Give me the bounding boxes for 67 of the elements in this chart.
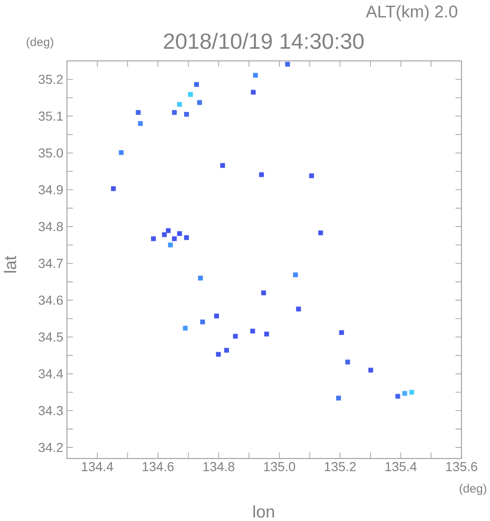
text: (deg)	[26, 37, 53, 49]
text: ALT(km) 2.0	[366, 5, 458, 21]
y-tick-label: 35.1	[38, 112, 63, 121]
point	[292, 272, 298, 278]
point	[284, 62, 290, 67]
point	[176, 102, 182, 107]
point	[110, 186, 116, 192]
point	[409, 390, 414, 395]
point	[308, 173, 314, 178]
point	[250, 90, 256, 95]
point	[184, 235, 189, 240]
point	[395, 394, 400, 399]
point	[214, 314, 219, 318]
point	[338, 330, 344, 335]
point	[264, 332, 269, 336]
point	[176, 231, 182, 236]
point	[216, 352, 221, 357]
y-tick-label: 34.9	[38, 185, 63, 194]
point	[224, 348, 229, 353]
y-tick-label: 34.5	[38, 332, 63, 342]
point	[162, 232, 167, 238]
x-tick-label: 135.2	[324, 462, 356, 472]
point	[168, 242, 173, 248]
point	[194, 82, 199, 87]
point	[220, 163, 225, 168]
y-tick-label: 35.2	[38, 74, 63, 84]
point	[188, 92, 193, 97]
chart-title: 2018/10/19 14:30:30	[164, 32, 364, 50]
y-tick-label: 34.4	[38, 369, 63, 378]
point	[118, 150, 124, 155]
y-axis-title: lat	[4, 256, 16, 273]
point	[260, 290, 266, 296]
point	[172, 236, 177, 242]
x-tick-label: 134.8	[203, 462, 234, 472]
point	[166, 228, 170, 234]
y-tick-label: 35.0	[38, 148, 63, 158]
point	[296, 306, 301, 312]
point	[196, 100, 202, 105]
point	[138, 121, 143, 126]
point	[318, 230, 323, 236]
point	[368, 368, 373, 373]
y-tick-label: 34.8	[38, 222, 63, 232]
point	[258, 172, 264, 178]
x-axis-title: lon	[253, 505, 274, 518]
y-tick-label: 34.2	[38, 442, 63, 452]
point	[182, 326, 188, 331]
point	[345, 360, 350, 364]
point	[252, 72, 258, 78]
x-tick-label: 134.6	[142, 462, 174, 472]
point	[136, 110, 140, 115]
point	[184, 112, 189, 117]
x-tick-label: 135.4	[385, 462, 416, 472]
point	[200, 320, 205, 324]
x-tick-label: 135.6	[446, 462, 477, 472]
text: (deg)	[459, 484, 486, 496]
x-tick-label: 135.0	[264, 462, 295, 472]
point	[402, 390, 407, 396]
point	[150, 236, 156, 242]
point	[250, 328, 255, 334]
point	[232, 334, 238, 339]
point	[172, 110, 177, 115]
x-tick-label: 134.4	[82, 462, 113, 472]
y-tick-label: 34.7	[38, 258, 63, 268]
y-tick-label: 34.3	[38, 406, 63, 416]
point	[198, 276, 203, 281]
point	[336, 396, 341, 401]
y-tick-label: 34.6	[38, 296, 63, 305]
